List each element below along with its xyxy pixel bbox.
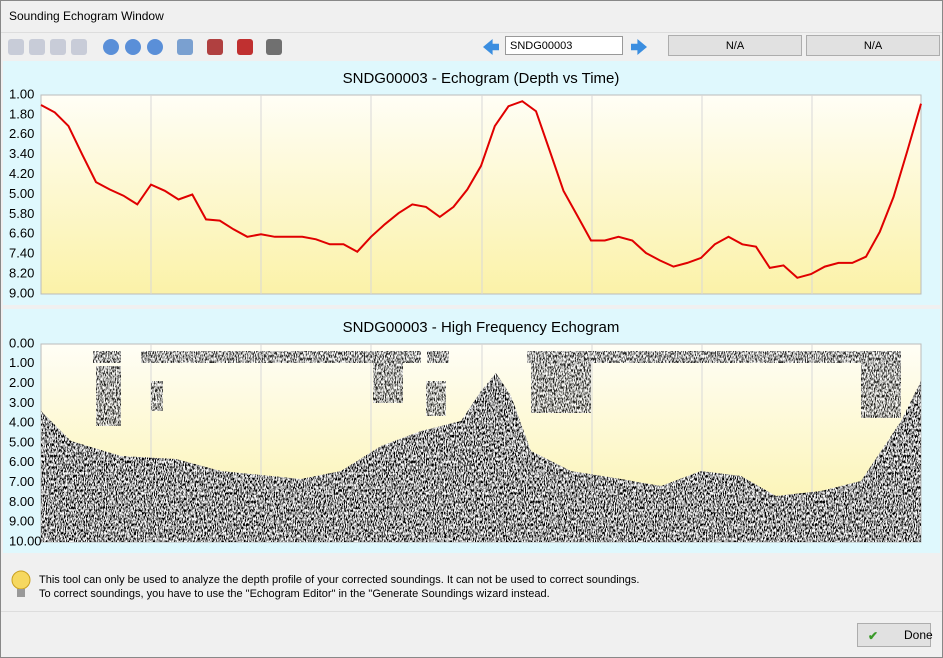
- print-button[interactable]: [266, 39, 282, 55]
- separator: [1, 611, 942, 612]
- zoom-fit-button[interactable]: [147, 39, 163, 55]
- y-tick-label: 4.00: [9, 415, 34, 430]
- save-button[interactable]: [237, 39, 253, 55]
- first-button[interactable]: [8, 39, 24, 55]
- y-tick-label: 1.00: [9, 86, 34, 101]
- y-tick-label: 8.20: [9, 266, 34, 281]
- zoom-out-button[interactable]: [125, 39, 141, 55]
- y-tick-label: 6.00: [9, 454, 34, 469]
- y-tick-label: 1.00: [9, 355, 34, 370]
- done-button[interactable]: ✔ Done: [857, 623, 933, 647]
- status-field: N/A: [668, 35, 802, 56]
- done-label: Done: [904, 628, 933, 642]
- zoom-in-button[interactable]: [103, 39, 119, 55]
- y-tick-label: 5.80: [9, 206, 34, 221]
- settings-button[interactable]: [207, 39, 223, 55]
- y-tick-label: 7.00: [9, 474, 34, 489]
- charts: SNDG00003 - Echogram (Depth vs Time) 1.00…: [3, 61, 940, 553]
- window-title: Sounding Echogram Window: [9, 9, 164, 23]
- y-tick-label: 2.00: [9, 375, 34, 390]
- y-tick-label: 9.00: [9, 285, 34, 300]
- toolbar: SNDG00003 N/A N/A: [1, 32, 942, 60]
- y-tick-label: 5.00: [9, 186, 34, 201]
- y-tick-label: 5.00: [9, 434, 34, 449]
- y-tick-label: 3.40: [9, 146, 34, 161]
- y-tick-label: 2.60: [9, 126, 34, 141]
- check-icon: ✔: [868, 629, 879, 643]
- info-icon: [11, 570, 31, 597]
- prev-button[interactable]: [29, 39, 45, 55]
- y-tick-label: 6.60: [9, 226, 34, 241]
- last-button[interactable]: [71, 39, 87, 55]
- chart-title: SNDG00003 - High Frequency Echogram: [343, 319, 620, 336]
- status-field: N/A: [806, 35, 940, 56]
- y-tick-label: 8.00: [9, 494, 34, 509]
- y-tick-label: 0.00: [9, 335, 34, 350]
- y-tick-label: 7.40: [9, 246, 34, 261]
- y-tick-label: 3.00: [9, 395, 34, 410]
- y-tick-label: 10.00: [9, 533, 42, 548]
- y-tick-label: 1.80: [9, 106, 34, 121]
- info-line: This tool can only be used to analyze th…: [39, 574, 640, 586]
- chart-button[interactable]: [177, 39, 193, 55]
- y-tick-label: 4.20: [9, 166, 34, 181]
- depth-line: [40, 100, 922, 279]
- info-text: This tool can only be used to analyze th…: [39, 573, 639, 601]
- y-tick-label: 9.00: [9, 514, 34, 529]
- sounding-dropdown[interactable]: SNDG00003: [505, 36, 623, 55]
- next-button[interactable]: [50, 39, 66, 55]
- plot-area: [40, 94, 922, 295]
- chart-title: SNDG00003 - Echogram (Depth vs Time): [343, 70, 620, 87]
- info-line: To correct soundings, you have to use th…: [39, 588, 550, 600]
